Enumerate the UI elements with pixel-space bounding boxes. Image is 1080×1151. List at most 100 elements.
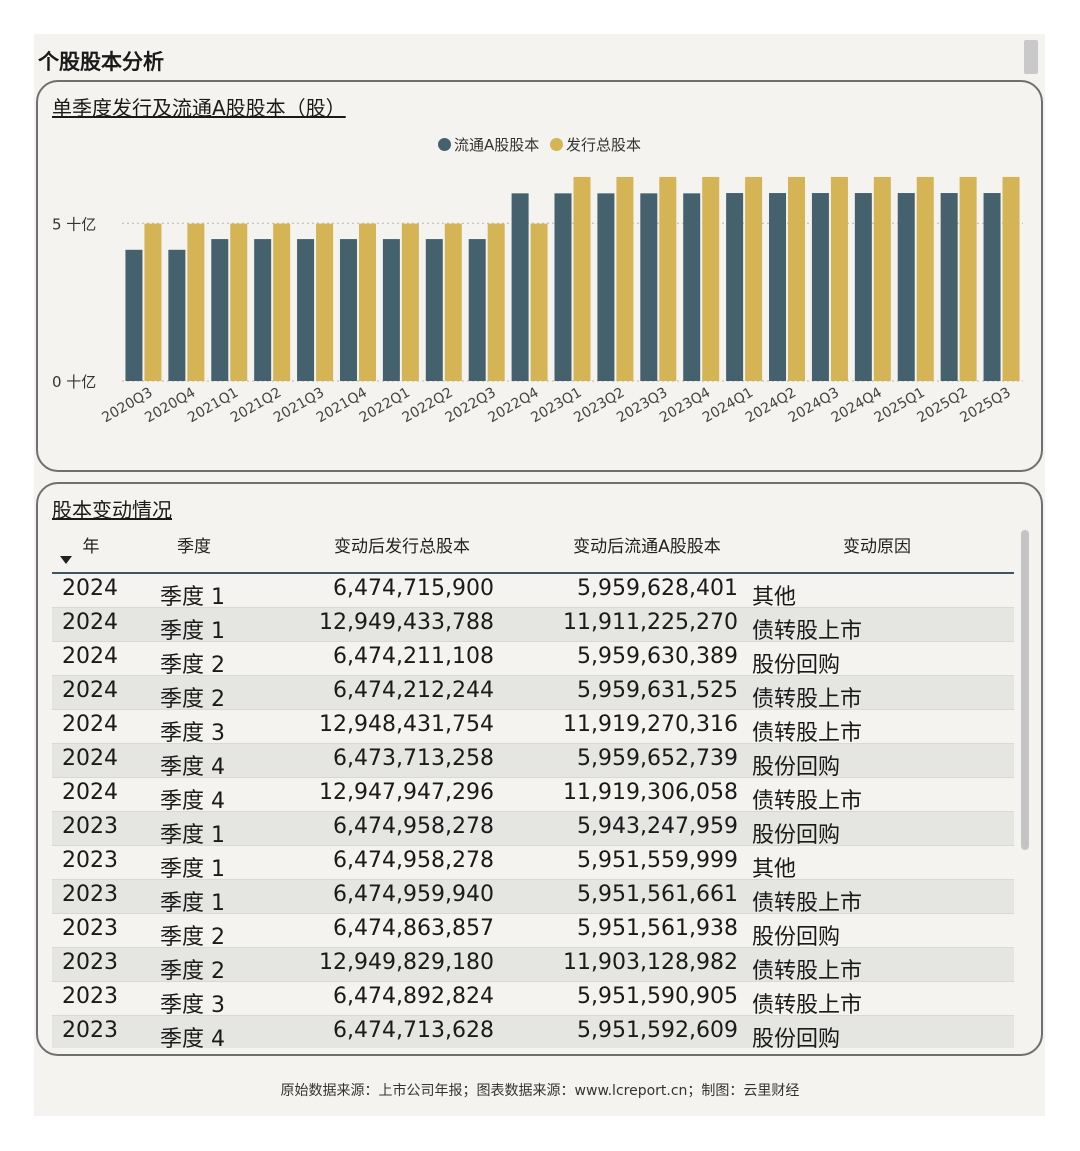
cell-total-shares: 6,474,958,278: [333, 814, 494, 839]
legend-label-float: 流通A股股本: [453, 136, 540, 154]
bar-float: [211, 239, 229, 381]
cell-change-reason: 股份回购: [752, 823, 841, 848]
cell-total-shares: 6,474,715,900: [333, 576, 494, 601]
legend-dot-total: [550, 138, 564, 151]
cell-year: 2023: [62, 984, 118, 1009]
y-tick-label: 0 十亿: [52, 373, 96, 391]
cell-quarter: 季度 1: [160, 619, 225, 644]
table-row[interactable]: 2023 季度 2 12,949,829,180 11,903,128,982 债转股上…: [52, 948, 1014, 984]
bar-total: [1002, 176, 1020, 381]
bar-float: [811, 193, 829, 381]
y-tick-label: 5 十亿: [52, 215, 96, 233]
bar-float: [597, 193, 615, 381]
cell-float-shares: 5,959,652,739: [577, 746, 738, 771]
legend-item-total[interactable]: 发行总股本: [550, 134, 641, 155]
bar-float: [125, 249, 143, 381]
cell-year: 2023: [62, 1018, 118, 1043]
table-row[interactable]: 2024 季度 2 6,474,211,108 5,959,630,389 股份回购: [52, 642, 1014, 678]
cell-float-shares: 5,959,631,525: [577, 678, 738, 703]
bar-float: [769, 193, 787, 381]
cell-total-shares: 6,473,713,258: [333, 746, 494, 771]
cell-quarter: 季度 4: [160, 755, 225, 780]
col-header-float[interactable]: 变动后流通A股股本: [573, 537, 721, 557]
table-title: 股本变动情况: [52, 498, 172, 522]
cell-total-shares: 6,474,212,244: [333, 678, 494, 703]
col-header-quarter[interactable]: 季度: [177, 537, 211, 557]
share-change-table: 年 季度 变动后发行总股本 变动后流通A股股本 变动原因 2024 季度 1 6,4…: [52, 528, 1014, 1048]
cell-change-reason: 其他: [752, 857, 797, 882]
bar-total: [616, 176, 634, 381]
table-row[interactable]: 2024 季度 4 12,947,947,296 11,919,306,058 债转股上…: [52, 778, 1014, 814]
cell-quarter: 季度 1: [160, 585, 225, 610]
cell-change-reason: 债转股上市: [752, 721, 863, 746]
bar-float: [854, 193, 872, 381]
table-row[interactable]: 2023 季度 1 6,474,958,278 5,951,559,999 其他: [52, 846, 1014, 882]
bar-float: [168, 249, 186, 381]
bar-float: [940, 193, 958, 381]
bar-total: [745, 176, 763, 381]
cell-year: 2024: [62, 576, 118, 601]
table-row[interactable]: 2024 季度 1 6,474,715,900 5,959,628,401 其他: [52, 574, 1014, 610]
cell-quarter: 季度 2: [160, 653, 225, 678]
table-row[interactable]: 2023 季度 3 6,474,892,824 5,951,590,905 债转股上市: [52, 982, 1014, 1018]
cell-change-reason: 股份回购: [752, 755, 841, 780]
cell-float-shares: 5,959,628,401: [577, 576, 738, 601]
table-row[interactable]: 2023 季度 2 6,474,863,857 5,951,561,938 股份回购: [52, 914, 1014, 950]
table-row[interactable]: 2023 季度 1 6,474,959,940 5,951,561,661 债转股上市: [52, 880, 1014, 916]
cell-float-shares: 5,943,247,959: [577, 814, 738, 839]
table-row[interactable]: 2023 季度 4 6,474,713,628 5,951,592,609 股份回购: [52, 1016, 1014, 1048]
cell-year: 2023: [62, 882, 118, 907]
bar-float: [683, 193, 701, 381]
legend-dot-float: [437, 138, 451, 151]
bar-float: [554, 193, 572, 381]
cell-year: 2023: [62, 950, 118, 975]
chart-legend: 流通A股股本 发行总股本: [38, 134, 1041, 155]
cell-total-shares: 6,474,959,940: [333, 882, 494, 907]
cell-float-shares: 5,951,559,999: [577, 848, 738, 873]
bar-float: [726, 193, 744, 381]
cell-float-shares: 5,951,561,938: [577, 916, 738, 941]
cell-year: 2024: [62, 746, 118, 771]
cell-change-reason: 债转股上市: [752, 993, 863, 1018]
col-header-year[interactable]: 年: [82, 537, 100, 557]
cell-year: 2023: [62, 916, 118, 941]
page-scrollbar[interactable]: [1024, 40, 1038, 74]
cell-quarter: 季度 4: [160, 789, 225, 814]
chart-title: 单季度发行及流通A股股本（股）: [52, 96, 346, 120]
cell-total-shares: 6,474,892,824: [333, 984, 494, 1009]
bar-float: [511, 193, 529, 381]
bar-float: [297, 239, 315, 381]
bar-total: [358, 223, 376, 381]
table-panel: 股本变动情况 年 季度 变动后发行总股本 变动后流通A股股本 变动原因 2024…: [36, 482, 1043, 1056]
cell-change-reason: 债转股上市: [752, 687, 863, 712]
table-scrollbar[interactable]: [1021, 530, 1029, 850]
bar-float: [382, 239, 400, 381]
legend-label-total: 发行总股本: [566, 136, 642, 154]
table-row[interactable]: 2024 季度 3 12,948,431,754 11,919,270,316 债转股上…: [52, 710, 1014, 746]
table-row[interactable]: 2024 季度 4 6,473,713,258 5,959,652,739 股份回购: [52, 744, 1014, 780]
cell-float-shares: 5,951,590,905: [577, 984, 738, 1009]
table-header: 年 季度 变动后发行总股本 变动后流通A股股本 变动原因: [52, 528, 1014, 574]
cell-quarter: 季度 3: [160, 993, 225, 1018]
cell-float-shares: 5,951,561,661: [577, 882, 738, 907]
bar-chart: 0 十亿5 十亿2020Q32020Q42021Q12021Q22021Q320…: [52, 176, 1023, 426]
bar-total: [401, 223, 419, 381]
cell-quarter: 季度 2: [160, 959, 225, 984]
table-row[interactable]: 2024 季度 1 12,949,433,788 11,911,225,270 债转股上…: [52, 608, 1014, 644]
bar-float: [897, 193, 915, 381]
bar-total: [788, 176, 806, 381]
legend-item-float[interactable]: 流通A股股本: [437, 134, 540, 155]
cell-year: 2024: [62, 610, 118, 635]
col-header-reason[interactable]: 变动原因: [843, 537, 911, 557]
bar-total: [316, 223, 334, 381]
cell-total-shares: 6,474,863,857: [333, 916, 494, 941]
table-row[interactable]: 2024 季度 2 6,474,212,244 5,959,631,525 债转股上市: [52, 676, 1014, 712]
cell-change-reason: 债转股上市: [752, 959, 863, 984]
cell-year: 2024: [62, 644, 118, 669]
sort-desc-icon[interactable]: [60, 556, 72, 564]
cell-float-shares: 11,919,270,316: [563, 712, 738, 737]
col-header-total[interactable]: 变动后发行总股本: [334, 537, 470, 557]
table-row[interactable]: 2023 季度 1 6,474,958,278 5,943,247,959 股份回购: [52, 812, 1014, 848]
cell-total-shares: 6,474,211,108: [333, 644, 494, 669]
cell-float-shares: 5,959,630,389: [577, 644, 738, 669]
